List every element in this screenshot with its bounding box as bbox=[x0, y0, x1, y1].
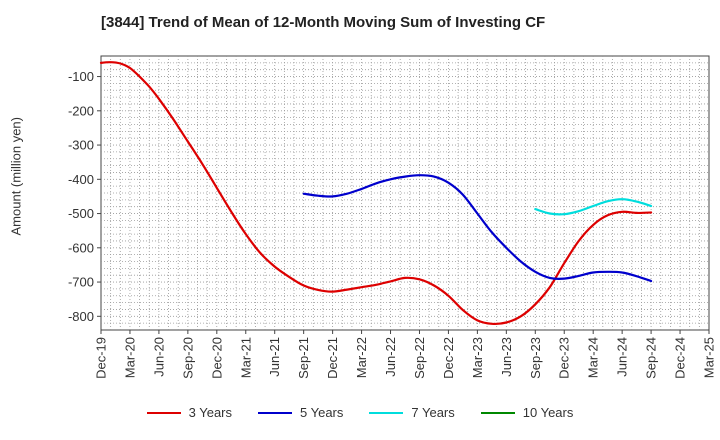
legend-item-7-years: 7 Years bbox=[369, 405, 455, 420]
legend-swatch bbox=[480, 411, 515, 414]
y-tick-label: -600 bbox=[68, 240, 94, 255]
legend-label: 7 Years bbox=[411, 405, 455, 420]
x-tick-label: Sep-22 bbox=[412, 337, 427, 379]
x-tick-label: Jun-21 bbox=[267, 337, 282, 377]
series-line-3-years bbox=[99, 61, 653, 326]
gridlines bbox=[101, 56, 709, 330]
legend: 3 Years 5 Years 7 Years 10 Years bbox=[0, 405, 720, 420]
legend-label: 5 Years bbox=[300, 405, 344, 420]
y-axis-ticks: -100 -200 -300 -400 -500 -600 -700 -800 bbox=[68, 69, 101, 324]
y-tick-label: -800 bbox=[68, 309, 94, 324]
x-tick-label: Jun-24 bbox=[615, 337, 630, 377]
series-lines bbox=[99, 61, 653, 326]
x-tick-label: Sep-24 bbox=[644, 337, 659, 379]
legend-item-5-years: 5 Years bbox=[258, 405, 343, 420]
x-tick-label: Mar-23 bbox=[470, 337, 485, 378]
y-tick-label: -100 bbox=[68, 69, 94, 84]
x-tick-label: Dec-20 bbox=[209, 337, 224, 379]
x-tick-label: Mar-20 bbox=[122, 337, 137, 378]
x-tick-label: Mar-22 bbox=[354, 337, 369, 378]
x-tick-label: Dec-19 bbox=[94, 337, 109, 379]
y-tick-label: -300 bbox=[68, 138, 94, 153]
x-tick-label: Dec-23 bbox=[557, 337, 572, 379]
x-tick-label: Jun-22 bbox=[383, 337, 398, 377]
x-tick-label: Mar-24 bbox=[586, 337, 601, 378]
x-tick-label: Dec-24 bbox=[673, 337, 688, 379]
legend-label: 3 Years bbox=[188, 405, 232, 420]
legend-item-10-years: 10 Years bbox=[480, 405, 574, 420]
x-tick-label: Mar-21 bbox=[238, 337, 253, 378]
x-tick-label: Dec-22 bbox=[441, 337, 456, 379]
y-tick-label: -400 bbox=[68, 172, 94, 187]
x-tick-label: Dec-21 bbox=[325, 337, 340, 379]
legend-swatch bbox=[258, 411, 292, 414]
legend-swatch bbox=[146, 411, 181, 414]
legend-item-3-years: 3 Years bbox=[146, 405, 232, 420]
chart-title: [3844] Trend of Mean of 12-Month Moving … bbox=[101, 14, 546, 31]
y-tick-label: -700 bbox=[68, 275, 94, 290]
x-tick-label: Mar-25 bbox=[702, 337, 717, 378]
x-axis-ticks: Dec-19 Mar-20 Jun-20 Sep-20 Dec-20 Mar-21 Jun-… bbox=[94, 330, 717, 379]
series-line-5-years bbox=[302, 174, 653, 283]
x-tick-label: Jun-20 bbox=[151, 337, 166, 377]
legend-label: 10 Years bbox=[522, 405, 574, 420]
x-tick-label: Jun-23 bbox=[499, 337, 514, 377]
x-tick-label: Sep-20 bbox=[180, 337, 195, 379]
series-line-7-years bbox=[534, 198, 653, 216]
x-tick-label: Sep-21 bbox=[296, 337, 311, 379]
legend-swatch bbox=[369, 411, 404, 414]
y-tick-label: -200 bbox=[68, 103, 94, 118]
y-tick-label: -500 bbox=[68, 206, 94, 221]
x-tick-label: Sep-23 bbox=[528, 337, 543, 379]
